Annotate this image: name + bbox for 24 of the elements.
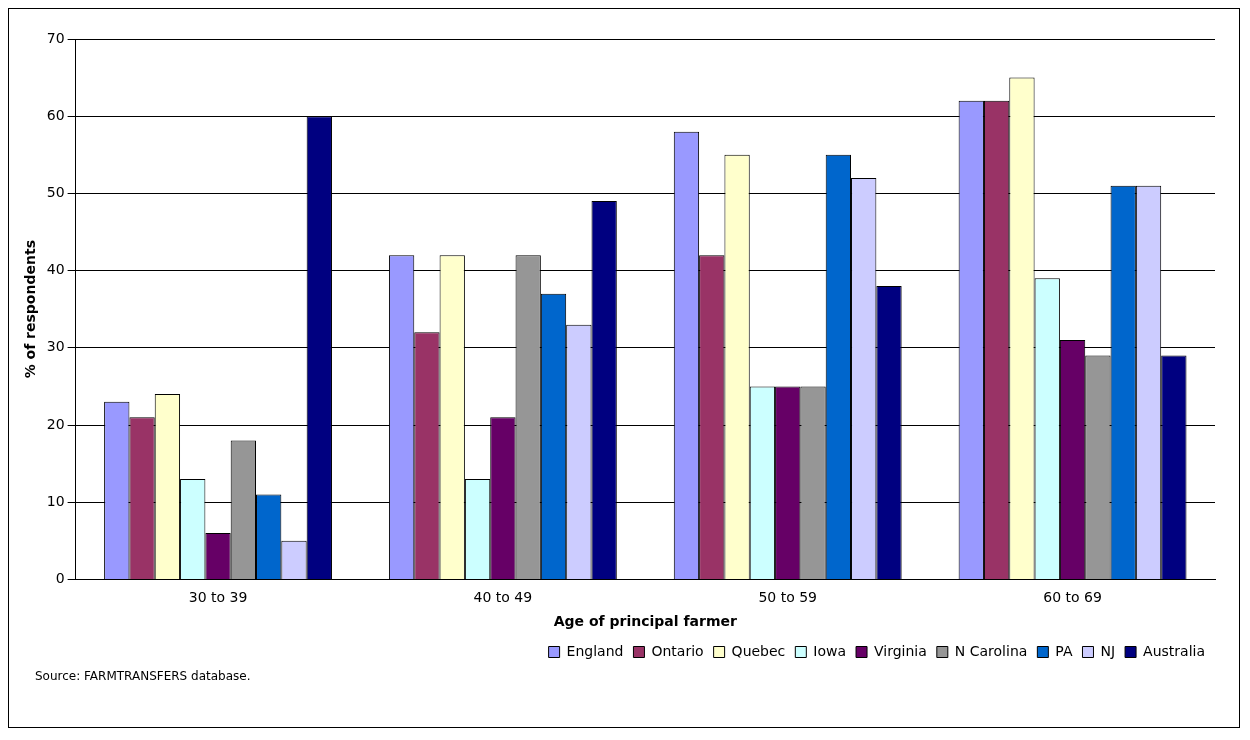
x-tick-label: 30 to 39 <box>188 589 248 606</box>
source-note: Source: FARMTRANSFERS database. <box>35 669 252 683</box>
x-tick-label: 60 to 69 <box>1043 589 1102 606</box>
legend-label: Australia <box>1143 642 1206 659</box>
legend-label: Quebec <box>731 642 786 659</box>
legend-label: England <box>566 642 624 659</box>
x-tick-label: 50 to 59 <box>758 589 818 606</box>
legend-label: Iowa <box>813 642 847 659</box>
x-axis-title: Age of principal farmer <box>553 613 737 630</box>
y-tick-label: 20 <box>46 415 65 432</box>
legend-label: Ontario <box>651 642 704 659</box>
legend-label: NJ <box>1100 642 1116 659</box>
y-tick-label: 0 <box>55 570 65 587</box>
y-tick-label: 60 <box>46 106 65 123</box>
x-tick-label: 40 to 49 <box>473 589 533 606</box>
y-tick-label: 40 <box>46 261 65 278</box>
legend-label: N Carolina <box>954 642 1028 659</box>
y-axis-title: % of respondents <box>22 240 39 379</box>
legend-label: PA <box>1055 642 1073 659</box>
legend-label: Virginia <box>874 642 927 659</box>
y-tick-label: 70 <box>46 29 65 46</box>
y-tick-label: 10 <box>46 492 65 509</box>
y-tick-label: 30 <box>46 338 65 355</box>
y-tick-label: 50 <box>46 184 65 201</box>
